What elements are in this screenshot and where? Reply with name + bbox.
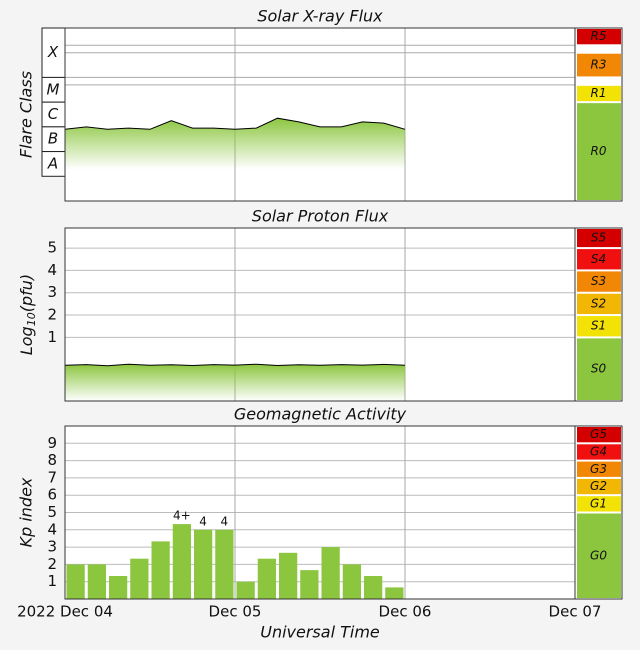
- flux-line: [64, 117, 406, 130]
- chart-title: Geomagnetic Activity: [234, 405, 407, 424]
- scale-band: [577, 271, 621, 292]
- class-band-label: A: [47, 154, 58, 172]
- kp-bar: [342, 564, 361, 599]
- flux-line: [64, 363, 406, 367]
- scale-band-label: G0: [590, 548, 607, 562]
- y-tick-label: 2: [47, 555, 57, 573]
- bar-value-label: 4: [221, 514, 229, 528]
- scale-band-label: S2: [591, 296, 606, 310]
- scale-band-label: R3: [591, 58, 607, 72]
- scale-band-label: R5: [591, 29, 607, 43]
- y-tick-label: 3: [47, 538, 57, 556]
- y-tick-label: 5: [47, 503, 57, 521]
- y-tick-label: 8: [47, 451, 57, 469]
- y-tick-label: 4: [47, 520, 57, 538]
- scale-band: [577, 427, 621, 443]
- y-tick-label: 1: [47, 328, 57, 346]
- x-tick-label: Dec 05: [209, 603, 262, 621]
- scale-band-label: R0: [591, 144, 607, 158]
- chart-title: Solar Proton Flux: [252, 207, 389, 226]
- plot-frame: [64, 27, 623, 202]
- y-axis-label-part: (pfu): [17, 274, 36, 312]
- class-band-label: B: [48, 130, 58, 148]
- y-tick-label: 6: [47, 486, 57, 504]
- plot-frame: [64, 425, 623, 600]
- scale-band-label: G5: [590, 427, 607, 441]
- scale-band-label: S4: [591, 252, 606, 266]
- y-axis-label: Log10(pfu): [17, 274, 39, 355]
- kp-bar: [385, 587, 404, 599]
- y-tick-label: 1: [47, 572, 57, 590]
- class-band-label: X: [47, 43, 59, 61]
- y-tick-label: 5: [47, 239, 57, 257]
- kp-bar: [321, 547, 340, 599]
- class-band-label: M: [47, 80, 60, 98]
- x-tick-label: Dec 07: [549, 603, 602, 621]
- y-axis-label: Flare Class: [17, 71, 36, 158]
- scale-band: [577, 338, 621, 400]
- kp-bar: [236, 581, 255, 599]
- y-tick-label: 3: [47, 283, 57, 301]
- flux-fill: [65, 364, 405, 401]
- scale-band-label: S1: [591, 319, 606, 333]
- y-axis-label-part: Log: [17, 326, 36, 355]
- bar-value-label: 4+: [173, 509, 191, 523]
- scale-band: [577, 53, 621, 77]
- bar-value-label: 4: [199, 514, 207, 528]
- scale-band-label: G2: [590, 479, 607, 493]
- x-tick-label: Dec 06: [379, 603, 432, 621]
- x-tick-label: 2022 Dec 04: [17, 603, 113, 621]
- scale-band-label: R1: [591, 86, 607, 100]
- y-axis-label: Kp index: [17, 477, 36, 547]
- class-band-label: C: [48, 105, 59, 123]
- flux-fill: [65, 118, 405, 170]
- kp-bar: [300, 570, 319, 599]
- scale-band: [577, 513, 621, 598]
- scale-band: [577, 316, 621, 337]
- kp-bar: [151, 541, 170, 599]
- y-tick-label: 7: [47, 468, 57, 486]
- x-axis-label: Universal Time: [260, 623, 380, 642]
- kp-bar: [257, 558, 276, 599]
- y-tick-label: 4: [47, 261, 57, 279]
- kp-bar: [66, 564, 85, 599]
- chart-title: Solar X-ray Flux: [257, 7, 383, 26]
- kp-bar: [172, 524, 191, 599]
- plot-background: [65, 28, 622, 201]
- scale-band: [577, 478, 621, 495]
- scale-band-label: S3: [591, 274, 606, 288]
- kp-bar: [87, 564, 106, 599]
- y-tick-label: 2: [47, 306, 57, 324]
- scale-band: [577, 461, 621, 477]
- kp-bar: [130, 558, 149, 599]
- scale-band: [577, 293, 621, 315]
- scale-band-label: G3: [590, 462, 607, 476]
- scale-band: [577, 85, 621, 102]
- kp-bar: [215, 529, 234, 599]
- scale-band: [577, 444, 621, 460]
- scale-band-label: S5: [591, 231, 606, 245]
- plot-frame: [64, 227, 623, 402]
- kp-bar: [109, 575, 128, 599]
- scale-band: [577, 103, 621, 200]
- scale-band-label: G1: [590, 496, 607, 510]
- scale-band: [577, 249, 621, 270]
- kp-bar: [364, 575, 383, 599]
- scale-band: [577, 29, 621, 45]
- y-tick-label: 9: [47, 434, 57, 452]
- y-axis-label-part: 10: [25, 312, 38, 326]
- scale-band: [577, 229, 621, 248]
- kp-bar: [194, 529, 213, 599]
- kp-bar: [279, 552, 298, 599]
- scale-band-label: G4: [590, 444, 607, 458]
- scale-band: [577, 496, 621, 512]
- scale-band-label: S0: [591, 362, 607, 376]
